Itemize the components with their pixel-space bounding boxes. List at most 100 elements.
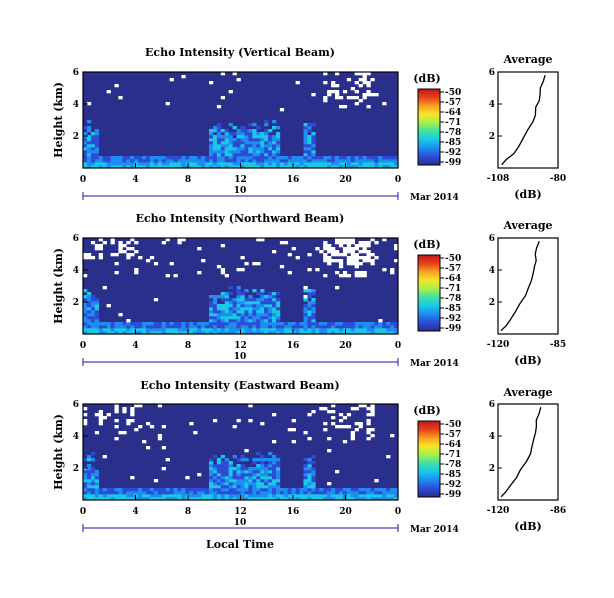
heatmap-cell <box>122 159 127 163</box>
heatmap-cell <box>291 162 296 166</box>
heatmap-cell <box>228 90 233 94</box>
heatmap-cell <box>342 238 348 242</box>
x-ticks: 0 4 8 12 16 20 0 <box>80 329 401 351</box>
heatmap-cell <box>303 310 308 314</box>
heatmap-cell <box>83 328 88 332</box>
heatmap-cell <box>299 328 304 332</box>
heatmap-cell <box>149 162 155 166</box>
heatmap-cell <box>338 165 344 169</box>
heatmap-cell <box>228 497 233 501</box>
heatmap-cell <box>307 316 312 320</box>
heatmap-cell <box>358 491 363 495</box>
heatmap-cell <box>228 301 233 305</box>
heatmap-cell <box>366 156 371 160</box>
heatmap-cell <box>224 144 229 148</box>
heatmap-cell <box>311 138 316 142</box>
heatmap-cell <box>209 138 214 142</box>
heatmap-cell <box>354 90 359 94</box>
heatmap-cell <box>189 322 194 326</box>
heatmap-cell <box>216 491 222 495</box>
heatmap-cell <box>346 494 352 498</box>
heatmap-cell <box>220 244 226 248</box>
heatmap-cell <box>295 488 300 492</box>
heatmap-cell <box>94 497 100 501</box>
heatmap-cell <box>90 313 96 317</box>
heatmap-cell <box>264 458 269 462</box>
heatmap-cell <box>193 165 198 169</box>
heatmap-cell <box>209 479 214 483</box>
heatmap-cell <box>275 325 281 329</box>
heatmap-cell <box>153 162 159 166</box>
heatmap-cell <box>94 494 100 498</box>
heatmap-cell <box>350 328 355 332</box>
heatmap-cell <box>303 298 308 302</box>
heatmap-cell <box>86 313 92 317</box>
heatmap-cell <box>272 467 277 471</box>
heatmap-cell <box>102 325 107 329</box>
heatmap-cell <box>252 162 257 166</box>
heatmap-cell <box>260 494 265 498</box>
heatmap-cell <box>232 310 237 314</box>
heatmap-cell <box>256 491 261 495</box>
heatmap-cell <box>161 491 166 495</box>
heatmap-cell <box>201 497 206 501</box>
heatmap-cell <box>224 467 229 471</box>
heatmap-cell <box>224 325 229 329</box>
heatmap-cell <box>252 494 257 498</box>
heatmap-cell <box>311 165 316 169</box>
heatmap-cell <box>335 72 340 76</box>
heatmap-cell <box>346 250 352 254</box>
heatmap-cell <box>311 301 316 305</box>
heatmap-cell <box>386 156 391 160</box>
heatmap-cell <box>279 159 285 163</box>
heatmap-cell <box>216 464 222 468</box>
heatmap-cell <box>275 156 281 160</box>
heatmap-cell <box>157 162 163 166</box>
heatmap-cell <box>224 322 229 326</box>
heatmap-cell <box>354 497 359 501</box>
heatmap-cell <box>212 126 218 130</box>
heatmap-cell <box>354 253 359 257</box>
heatmap-cell <box>307 325 312 329</box>
heatmap-cell <box>146 165 151 169</box>
heatmap-cell <box>272 322 277 326</box>
heatmap-cell <box>358 494 363 498</box>
heatmap-cell <box>354 488 359 492</box>
colorbar-tick-label: -99 <box>445 158 461 168</box>
heatmap-cell <box>358 250 363 254</box>
heatmap-cell <box>315 156 320 160</box>
heatmap-cell <box>212 153 218 157</box>
heatmap-cell <box>224 473 229 477</box>
heatmap-cell <box>366 488 371 492</box>
heatmap-cell <box>366 84 371 88</box>
heatmap-cell <box>197 322 202 326</box>
heatmap-cell <box>86 328 92 332</box>
heatmap-cell <box>303 479 308 483</box>
heatmap-cell <box>350 162 355 166</box>
profile-line <box>500 407 542 498</box>
heatmap-cell <box>224 319 229 323</box>
heatmap-cell <box>303 289 308 293</box>
heatmap-cell <box>201 156 206 160</box>
heatmap-cell <box>90 473 96 477</box>
heatmap-cell <box>350 241 355 245</box>
heatmap-cell <box>394 331 399 335</box>
heatmap-cell <box>193 159 198 163</box>
heatmap-cell <box>338 328 344 332</box>
heatmap-cell <box>378 159 383 163</box>
heatmap-cell <box>275 473 281 477</box>
heatmap-cell <box>236 479 241 483</box>
heatmap-cell <box>350 247 355 251</box>
heatmap-cell <box>275 144 281 148</box>
heatmap-cell <box>138 494 143 498</box>
heatmap-cell <box>303 491 308 495</box>
heatmap-cell <box>272 292 277 296</box>
heatmap-cell <box>264 497 269 501</box>
heatmap-cell <box>83 479 88 483</box>
heatmap-cell <box>358 497 363 501</box>
heatmap-cell <box>311 476 316 480</box>
heatmap-cell <box>86 165 92 169</box>
heatmap-cell <box>272 295 277 299</box>
heatmap-cell <box>232 494 237 498</box>
heatmap-cell <box>264 488 269 492</box>
